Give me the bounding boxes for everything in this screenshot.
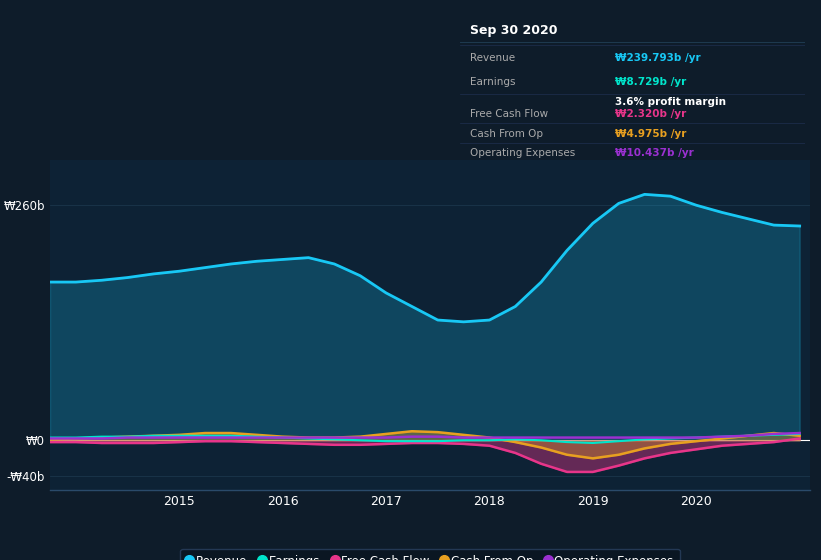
Text: 3.6% profit margin: 3.6% profit margin bbox=[615, 97, 727, 106]
Text: Operating Expenses: Operating Expenses bbox=[470, 148, 576, 158]
Text: ₩4.975b /yr: ₩4.975b /yr bbox=[615, 129, 686, 138]
Text: ₩2.320b /yr: ₩2.320b /yr bbox=[615, 109, 686, 119]
Text: Free Cash Flow: Free Cash Flow bbox=[470, 109, 548, 119]
Text: Sep 30 2020: Sep 30 2020 bbox=[470, 24, 557, 37]
Text: ₩8.729b /yr: ₩8.729b /yr bbox=[615, 77, 686, 87]
Text: Revenue: Revenue bbox=[470, 53, 516, 63]
Text: ₩10.437b /yr: ₩10.437b /yr bbox=[615, 148, 694, 158]
Text: Earnings: Earnings bbox=[470, 77, 516, 87]
Text: Cash From Op: Cash From Op bbox=[470, 129, 544, 138]
Text: ₩239.793b /yr: ₩239.793b /yr bbox=[615, 53, 701, 63]
Legend: Revenue, Earnings, Free Cash Flow, Cash From Op, Operating Expenses: Revenue, Earnings, Free Cash Flow, Cash … bbox=[181, 549, 680, 560]
